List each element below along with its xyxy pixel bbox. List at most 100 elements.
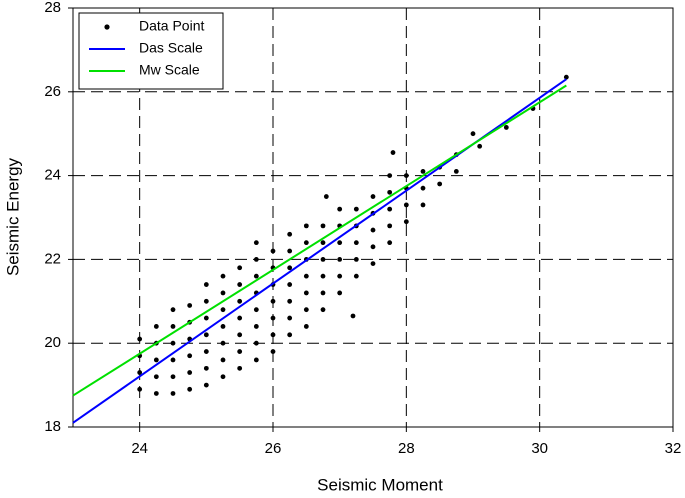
data-point: [303, 240, 309, 246]
data-point: [203, 282, 209, 287]
data-point: [220, 374, 226, 380]
data-point: [270, 248, 276, 254]
data-point: [287, 332, 293, 338]
data-point: [337, 206, 343, 212]
data-point: [477, 143, 483, 149]
data-point: [287, 265, 293, 271]
data-point: [170, 357, 176, 363]
data-point: [287, 315, 293, 321]
data-point: [270, 298, 276, 304]
x-tick-label: 26: [265, 440, 282, 457]
data-point: [287, 298, 293, 304]
data-point: [303, 273, 309, 279]
data-point: [270, 332, 276, 338]
y-tick-label: 22: [44, 250, 61, 267]
data-point: [437, 181, 443, 187]
data-point: [337, 290, 343, 296]
data-point: [253, 240, 259, 246]
data-point: [353, 240, 359, 246]
fit-line: [72, 78, 567, 424]
data-point: [370, 244, 376, 250]
data-point: [353, 206, 359, 212]
data-point: [237, 298, 243, 304]
data-point: [170, 374, 176, 380]
data-point: [337, 240, 343, 246]
x-tick-label: 30: [531, 440, 548, 457]
data-point: [153, 374, 159, 380]
data-point: [253, 273, 259, 279]
data-point: [203, 298, 209, 304]
data-point: [203, 349, 209, 354]
data-point: [187, 386, 193, 392]
y-axis-title: Seismic Energy: [3, 157, 22, 276]
data-point: [203, 382, 209, 388]
data-point: [370, 194, 376, 199]
data-point: [337, 273, 343, 279]
data-point: [350, 313, 356, 319]
data-point: [320, 223, 326, 229]
data-point: [390, 150, 396, 155]
data-point: [353, 257, 359, 262]
data-point: [203, 332, 209, 338]
data-point: [403, 202, 409, 208]
y-tick-label: 28: [44, 0, 61, 16]
data-point: [253, 307, 259, 313]
data-point: [387, 206, 393, 212]
data-point: [153, 324, 159, 329]
data-point: [270, 349, 276, 354]
data-point: [287, 231, 293, 237]
data-point: [470, 131, 476, 137]
data-point: [303, 307, 309, 313]
data-point: [137, 370, 143, 375]
data-point: [353, 273, 359, 279]
data-point: [220, 307, 226, 313]
data-point: [203, 315, 209, 321]
data-point: [287, 248, 293, 254]
data-point: [253, 340, 259, 346]
data-point: [320, 240, 326, 246]
x-tick-label: 24: [131, 440, 148, 457]
data-point: [220, 290, 226, 296]
y-tick-label: 18: [44, 418, 61, 435]
data-point: [153, 391, 159, 396]
x-tick-label: 28: [398, 440, 415, 457]
legend-label: Data Point: [139, 18, 204, 34]
data-point: [237, 315, 243, 321]
data-point: [387, 189, 393, 195]
y-tick-label: 26: [44, 83, 61, 100]
y-tick-label: 20: [44, 334, 61, 351]
data-point: [320, 290, 326, 296]
data-point: [303, 324, 309, 329]
data-point: [337, 257, 343, 262]
data-point: [253, 357, 259, 363]
data-point: [220, 340, 226, 346]
data-point: [403, 173, 409, 179]
data-point: [253, 257, 259, 262]
data-point: [137, 336, 143, 342]
legend-label: Mw Scale: [139, 62, 200, 78]
data-point: [323, 194, 329, 199]
data-point: [320, 307, 326, 313]
data-point: [563, 74, 569, 80]
y-tick-label: 24: [44, 167, 61, 184]
x-axis-title: Seismic Moment: [317, 475, 443, 494]
data-point: [387, 223, 393, 229]
data-point: [403, 219, 409, 225]
data-point: [503, 125, 509, 130]
data-point: [220, 324, 226, 329]
data-point: [187, 303, 193, 308]
data-point: [320, 273, 326, 279]
data-point: [203, 365, 209, 371]
data-point: [370, 227, 376, 233]
data-point: [137, 386, 143, 392]
data-point: [287, 282, 293, 287]
legend-marker: [104, 24, 110, 30]
legend-box: [78, 12, 224, 90]
data-point: [237, 332, 243, 338]
data-point: [220, 273, 226, 279]
data-point: [453, 169, 459, 174]
data-point: [420, 202, 426, 208]
data-point: [170, 324, 176, 329]
data-point: [237, 365, 243, 371]
